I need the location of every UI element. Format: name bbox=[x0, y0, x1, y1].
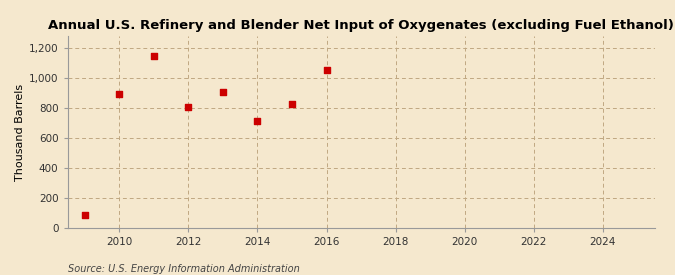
Title: Annual U.S. Refinery and Blender Net Input of Oxygenates (excluding Fuel Ethanol: Annual U.S. Refinery and Blender Net Inp… bbox=[48, 19, 674, 32]
Point bbox=[252, 119, 263, 123]
Point bbox=[80, 213, 90, 218]
Point bbox=[114, 92, 125, 96]
Point bbox=[183, 105, 194, 110]
Point bbox=[217, 89, 228, 94]
Point bbox=[321, 67, 332, 72]
Point bbox=[287, 102, 298, 106]
Point bbox=[148, 53, 159, 58]
Y-axis label: Thousand Barrels: Thousand Barrels bbox=[15, 83, 25, 181]
Text: Source: U.S. Energy Information Administration: Source: U.S. Energy Information Administ… bbox=[68, 264, 299, 274]
